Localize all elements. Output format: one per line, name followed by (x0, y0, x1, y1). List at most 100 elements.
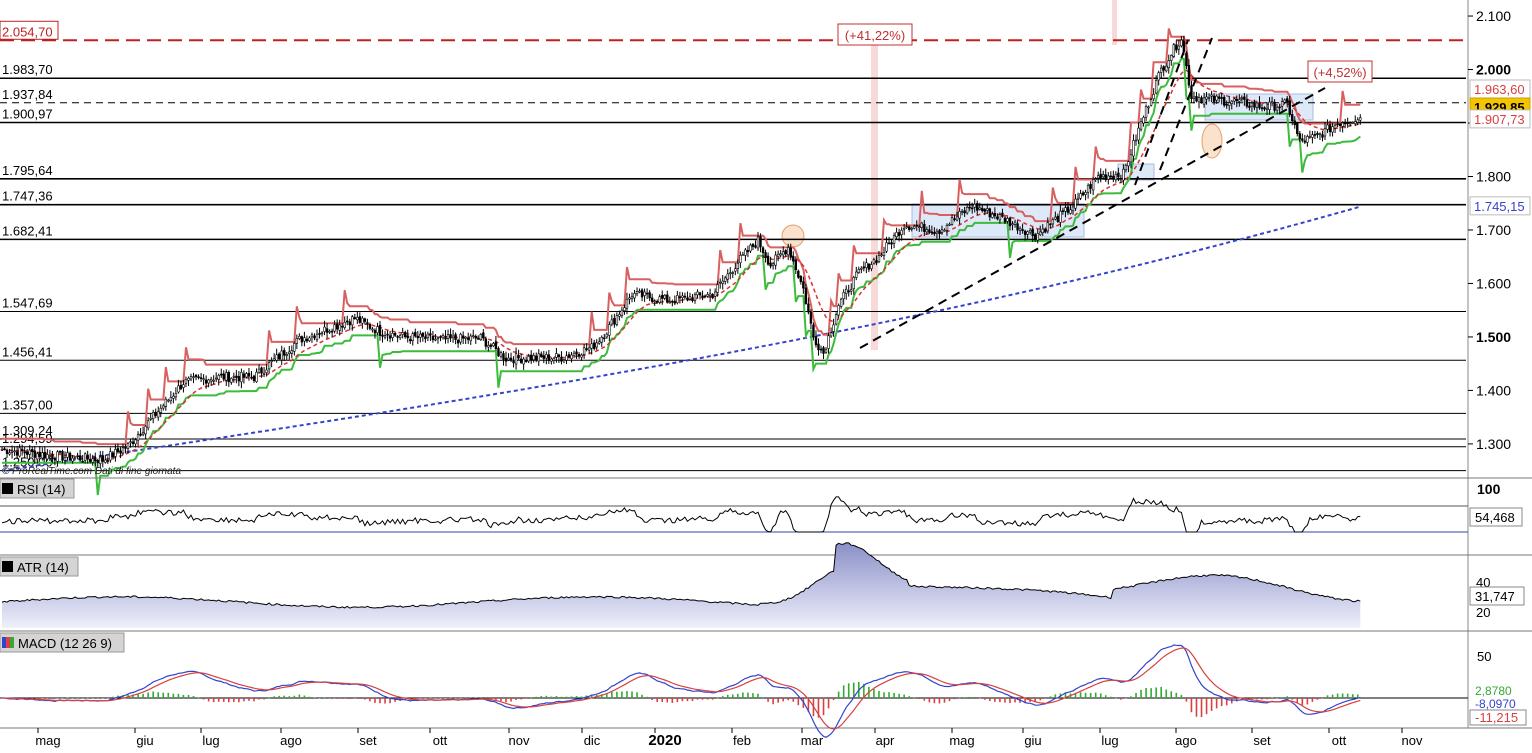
macd-bar (1110, 696, 1112, 698)
candle-body (197, 376, 200, 379)
macd-bar (1351, 694, 1354, 698)
candle-body (519, 358, 523, 363)
candle-body (935, 230, 939, 234)
candle-body (283, 350, 286, 356)
candle-body (1200, 97, 1203, 103)
rsi-value-badge: 54,468 (1475, 510, 1515, 525)
candle-body (255, 371, 258, 383)
candle-body (1311, 134, 1314, 138)
candle-body (827, 335, 830, 349)
candle-body (774, 254, 777, 266)
rsi-path (1, 496, 1361, 533)
candle-body (217, 374, 220, 380)
time-axis: mag giu lug ago set ott nov dic 2020 feb mar apr mag… (35, 728, 1423, 749)
macd-tick-50: 50 (1477, 649, 1491, 664)
candle-body (683, 295, 687, 298)
candle-body (1268, 101, 1271, 110)
macd-bar (86, 697, 89, 699)
candle-body (598, 341, 601, 344)
candle-body (270, 360, 273, 362)
candle-body (746, 250, 750, 253)
macd-bar (525, 698, 527, 699)
candle-body (797, 270, 800, 278)
candle-body (1091, 179, 1095, 191)
macd-bar (71, 698, 74, 699)
candle-body (1283, 99, 1286, 103)
candle-body (482, 332, 485, 339)
candle-body (630, 296, 634, 299)
candle-body (424, 336, 427, 340)
macd-bar (611, 691, 613, 698)
candle-body (638, 290, 641, 293)
candle-body (1074, 198, 1077, 209)
candle-body (459, 334, 462, 343)
candle-body (46, 454, 49, 460)
candle-body (771, 263, 775, 266)
candle-body (978, 207, 981, 210)
macd-bar (530, 697, 532, 699)
trend-line-steep-2 (1159, 37, 1213, 171)
macd-bar (626, 691, 628, 698)
rsi-panel: RSI (14) 100 54,468 (0, 478, 1523, 533)
candle-body (1177, 45, 1181, 50)
candle-body (1011, 223, 1014, 226)
candle-body (184, 379, 188, 384)
time-axis-label: giu (1024, 733, 1041, 748)
candle-body (497, 348, 500, 356)
candle-body (1318, 133, 1322, 136)
candle-body (509, 357, 513, 361)
candle-body (484, 338, 488, 347)
candle-body (61, 451, 64, 461)
macd-bar (1281, 697, 1283, 698)
candle-body (693, 294, 697, 301)
macd-bar (439, 697, 442, 699)
candle-body (373, 330, 377, 334)
macd-bar (1049, 696, 1052, 698)
candle-body (696, 291, 699, 296)
candle-body (409, 339, 412, 342)
macd-bar (1215, 698, 1218, 709)
candle-body (293, 343, 296, 352)
atr-area (1, 542, 1361, 628)
macd-bar (1074, 692, 1077, 698)
macd-bar (1170, 691, 1173, 698)
candle-body (275, 354, 278, 361)
candle-body (1051, 219, 1055, 225)
candle-body (608, 324, 611, 336)
candle-body (802, 281, 805, 289)
candle-body (109, 451, 112, 461)
macd-bar (162, 692, 165, 698)
macd-bar (419, 698, 422, 699)
candle-body (998, 214, 1002, 221)
macd-bar (132, 694, 134, 698)
macd-bar (641, 694, 643, 698)
candle-body (681, 295, 684, 298)
candle-body (164, 398, 167, 407)
macd-bar (787, 698, 790, 701)
candle-body (1293, 120, 1296, 126)
candle-body (1351, 122, 1354, 124)
candle-body (570, 354, 573, 359)
macd-bar (51, 698, 54, 699)
macd-bar (570, 696, 573, 698)
candle-body (126, 443, 130, 449)
price-badge-3: 1.745,15 (1474, 199, 1525, 214)
candle-body (832, 324, 835, 332)
macd-bar (243, 698, 245, 702)
candle-body (237, 376, 241, 382)
candle-body (56, 451, 59, 462)
macd-bar (1004, 698, 1006, 703)
candle-body (434, 338, 437, 341)
candle-body (855, 271, 858, 278)
macd-lines (2, 644, 1361, 738)
highlight-ellipse-aug (1201, 123, 1223, 159)
time-axis-label: lug (202, 733, 219, 748)
candle-body (804, 287, 808, 304)
macd-bar (36, 698, 39, 699)
price-axis-ticks: 2.1002.0001.9001.8001.7001.6001.5001.400… (1468, 8, 1511, 452)
macd-bar (520, 698, 522, 700)
candle-body (1338, 123, 1342, 127)
candle-body (618, 314, 621, 317)
candle-body (131, 441, 135, 444)
macd-bar (1044, 698, 1047, 699)
